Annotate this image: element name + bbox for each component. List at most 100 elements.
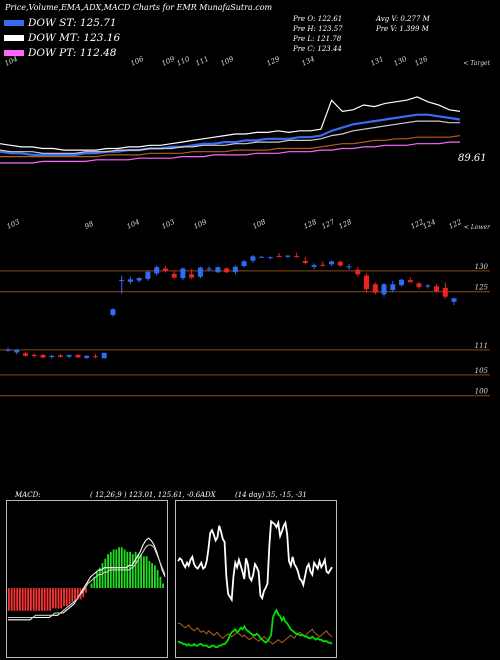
- macd-line-1: [8, 544, 166, 619]
- candle-body: [372, 284, 378, 293]
- candle-body: [93, 356, 98, 358]
- macd-histogram-bar: [148, 560, 151, 589]
- macd-histogram-bar: [156, 569, 159, 588]
- last-value-label: 89.61: [458, 153, 487, 164]
- candle-body: [337, 261, 343, 266]
- candle-body: [224, 268, 230, 273]
- candle-body: [5, 349, 11, 351]
- macd-histogram-bar: [151, 563, 153, 588]
- candle-body: [66, 354, 72, 357]
- candle-body: [215, 267, 221, 273]
- macd-histogram-bar: [49, 588, 52, 611]
- price-axis-label: 130: [475, 263, 489, 271]
- price-axis-label: 100: [475, 388, 489, 396]
- macd-histogram-bar: [85, 588, 87, 593]
- bottom-label: 103: [5, 218, 21, 231]
- ohlc-high: Pre H: 123.57: [293, 25, 343, 33]
- macd-histogram-bar: [32, 588, 35, 611]
- macd-histogram-bar: [90, 583, 93, 588]
- legend-swatch-icon: [4, 35, 24, 41]
- macd-histogram-bar: [129, 551, 131, 589]
- price-axis-label: 111: [475, 342, 488, 350]
- candle-body: [390, 284, 396, 291]
- candle-body: [434, 286, 439, 292]
- ema-line-1: [0, 113, 461, 157]
- candle-body: [180, 268, 186, 279]
- macd-histogram-bar: [43, 588, 46, 611]
- macd-histogram-bar: [71, 588, 74, 602]
- macd-histogram-bar: [54, 588, 57, 609]
- candle-body: [127, 279, 133, 282]
- legend-label: DOW PT: 112.48: [28, 47, 117, 59]
- macd-histogram-bar: [82, 588, 85, 598]
- candle-body: [320, 264, 326, 266]
- macd-histogram-bar: [38, 588, 41, 611]
- top-label: 134: [300, 56, 316, 68]
- ohlc-close: Pre C: 123.44: [293, 45, 342, 53]
- chart-title: Price,Volume,EMA,ADX,MACD Charts for EMR…: [5, 3, 273, 12]
- macd-histogram-bar: [60, 588, 63, 609]
- candle-body: [136, 278, 142, 281]
- legend-dow-mt: DOW MT: 123.16: [4, 32, 120, 44]
- macd-histogram-bar: [93, 576, 96, 588]
- target-label: < Target: [463, 60, 490, 67]
- legend-dow-pt: DOW PT: 112.48: [4, 47, 116, 59]
- candle-body: [171, 273, 177, 278]
- ohlc-low: Pre L: 121.78: [293, 35, 342, 43]
- candle-body: [276, 256, 282, 257]
- ema-line-3: [0, 135, 461, 158]
- macd-histogram-bar: [24, 588, 27, 611]
- macd-histogram-bar: [8, 588, 10, 611]
- candle-body: [259, 256, 265, 258]
- top-label: 106: [129, 56, 145, 68]
- macd-histogram-bar: [112, 549, 115, 588]
- ema-line-4: [0, 141, 460, 164]
- candle-body: [119, 280, 125, 282]
- candle-body: [451, 298, 457, 302]
- macd-histogram-bar: [21, 588, 24, 611]
- candle-body: [250, 256, 256, 261]
- legend-dow-st: DOW ST: 125.71: [4, 17, 117, 29]
- macd-histogram-bar: [74, 588, 76, 602]
- macd-histogram-bar: [104, 558, 107, 589]
- candle-body: [416, 283, 422, 288]
- ema-line-0: [0, 96, 461, 151]
- top-label: 130: [392, 56, 408, 68]
- macd-histogram-bar: [63, 588, 65, 607]
- macd-histogram-bar: [65, 588, 68, 607]
- macd-histogram-bar: [145, 556, 148, 588]
- legend-swatch-icon: [4, 50, 24, 56]
- candle-body: [399, 279, 404, 286]
- candle-body: [346, 266, 352, 268]
- bottom-label: 108: [251, 218, 267, 231]
- adx-line-2: [177, 608, 333, 649]
- top-label: 110: [175, 56, 191, 68]
- candle-body: [241, 261, 247, 266]
- price-axis-labels: 130 125 111 105 100: [475, 263, 489, 396]
- candle-body: [162, 268, 168, 271]
- candle-body: [329, 261, 335, 265]
- top-label: 126: [413, 56, 429, 68]
- bottom-label: 124: [421, 218, 437, 231]
- macd-histogram: [8, 547, 164, 611]
- candle-body: [49, 355, 55, 357]
- top-label: 109: [219, 56, 235, 68]
- price-level-lines: [0, 270, 490, 397]
- macd-histogram-bar: [19, 588, 21, 611]
- macd-histogram-bar: [98, 567, 101, 589]
- bottom-label: 127: [320, 218, 336, 231]
- candle-body: [58, 355, 63, 358]
- ohlc-prev-volume: Pre V: 1.399 M: [376, 25, 429, 33]
- macd-histogram-bar: [27, 588, 30, 611]
- bottom-label: 122: [447, 218, 463, 231]
- bottom-label: 104: [125, 218, 141, 231]
- macd-histogram-bar: [154, 565, 156, 589]
- candle-body: [285, 255, 291, 257]
- macd-histogram-bar: [16, 588, 19, 611]
- bottom-label: 128: [337, 218, 353, 231]
- macd-histogram-bar: [35, 588, 38, 611]
- macd-lines: [8, 537, 166, 621]
- bottom-label: 103: [160, 218, 176, 231]
- macd-histogram-bar: [162, 583, 164, 588]
- top-labels: 104 106 109 110 111 109 129 134 131 130 126: [3, 56, 429, 68]
